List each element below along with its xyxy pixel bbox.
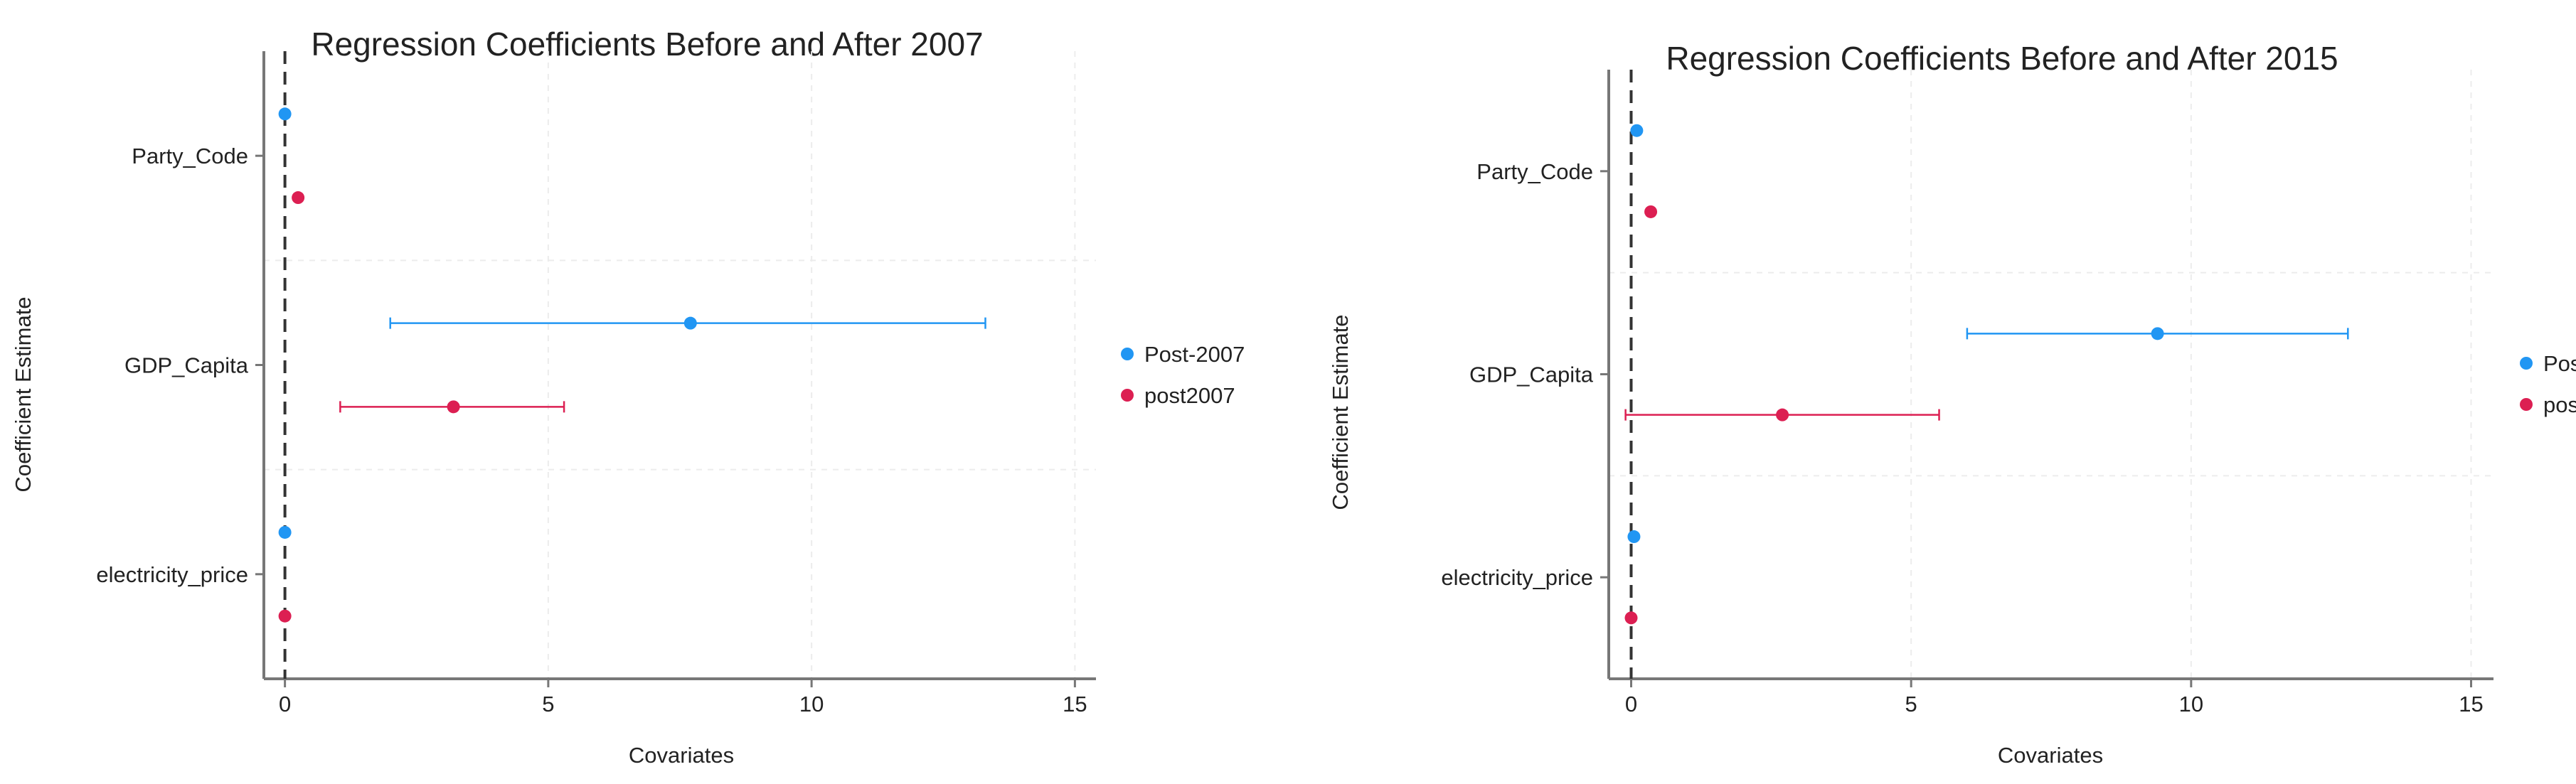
estimate-point bbox=[278, 525, 292, 539]
y-tick-label: GDP_Capita bbox=[1469, 363, 1594, 387]
x-tick-label: 15 bbox=[1063, 692, 1087, 716]
y-tick-label: electricity_price bbox=[96, 562, 248, 587]
x-tick-label: 15 bbox=[2459, 692, 2483, 716]
legend-entry: post2015 bbox=[2543, 392, 2576, 417]
coefficient-chart-2015: Regression Coefficients Before and After… bbox=[1288, 0, 2576, 780]
x-axis-label: Covariates bbox=[1998, 743, 2103, 768]
y-axis-label: Coefficient Estimate bbox=[1328, 314, 1353, 510]
legend-marker bbox=[2520, 398, 2533, 411]
estimate-point bbox=[447, 400, 460, 414]
estimate-point bbox=[1644, 205, 1658, 218]
x-tick-label: 0 bbox=[1625, 692, 1637, 716]
legend-entry: Post-2015 bbox=[2543, 351, 2576, 376]
y-tick-label: Party_Code bbox=[1476, 159, 1593, 184]
y-tick-label: GDP_Capita bbox=[124, 353, 249, 378]
legend-entry: Post-2007 bbox=[1144, 342, 1245, 367]
estimate-point bbox=[278, 609, 292, 623]
estimate-point bbox=[683, 316, 697, 330]
estimate-point bbox=[292, 191, 305, 205]
coefficient-chart-2007: Regression Coefficients Before and After… bbox=[0, 0, 1288, 780]
estimate-point bbox=[1776, 408, 1789, 421]
y-tick-label: Party_Code bbox=[132, 144, 248, 168]
legend-marker bbox=[2520, 357, 2533, 370]
x-tick-label: 10 bbox=[799, 692, 824, 716]
estimate-point bbox=[1627, 530, 1641, 544]
estimate-point bbox=[278, 107, 292, 121]
estimate-point bbox=[1624, 611, 1638, 625]
chart-svg-2015: Regression Coefficients Before and After… bbox=[1328, 40, 2576, 768]
x-axis-label: Covariates bbox=[629, 743, 734, 768]
legend-marker bbox=[1121, 348, 1134, 360]
estimate-point bbox=[2151, 327, 2164, 340]
x-tick-label: 0 bbox=[279, 692, 291, 716]
x-tick-label: 5 bbox=[542, 692, 554, 716]
y-axis-label: Coefficient Estimate bbox=[11, 296, 36, 492]
y-tick-label: electricity_price bbox=[1441, 565, 1593, 590]
legend-entry: post2007 bbox=[1144, 383, 1235, 408]
x-tick-label: 10 bbox=[2179, 692, 2203, 716]
chart-svg-2007: Regression Coefficients Before and After… bbox=[11, 26, 1245, 768]
chart-title: Regression Coefficients Before and After… bbox=[1666, 40, 2338, 77]
legend-marker bbox=[1121, 389, 1134, 402]
estimate-point bbox=[1630, 124, 1644, 137]
chart-title: Regression Coefficients Before and After… bbox=[311, 26, 983, 63]
x-tick-label: 5 bbox=[1905, 692, 1917, 716]
